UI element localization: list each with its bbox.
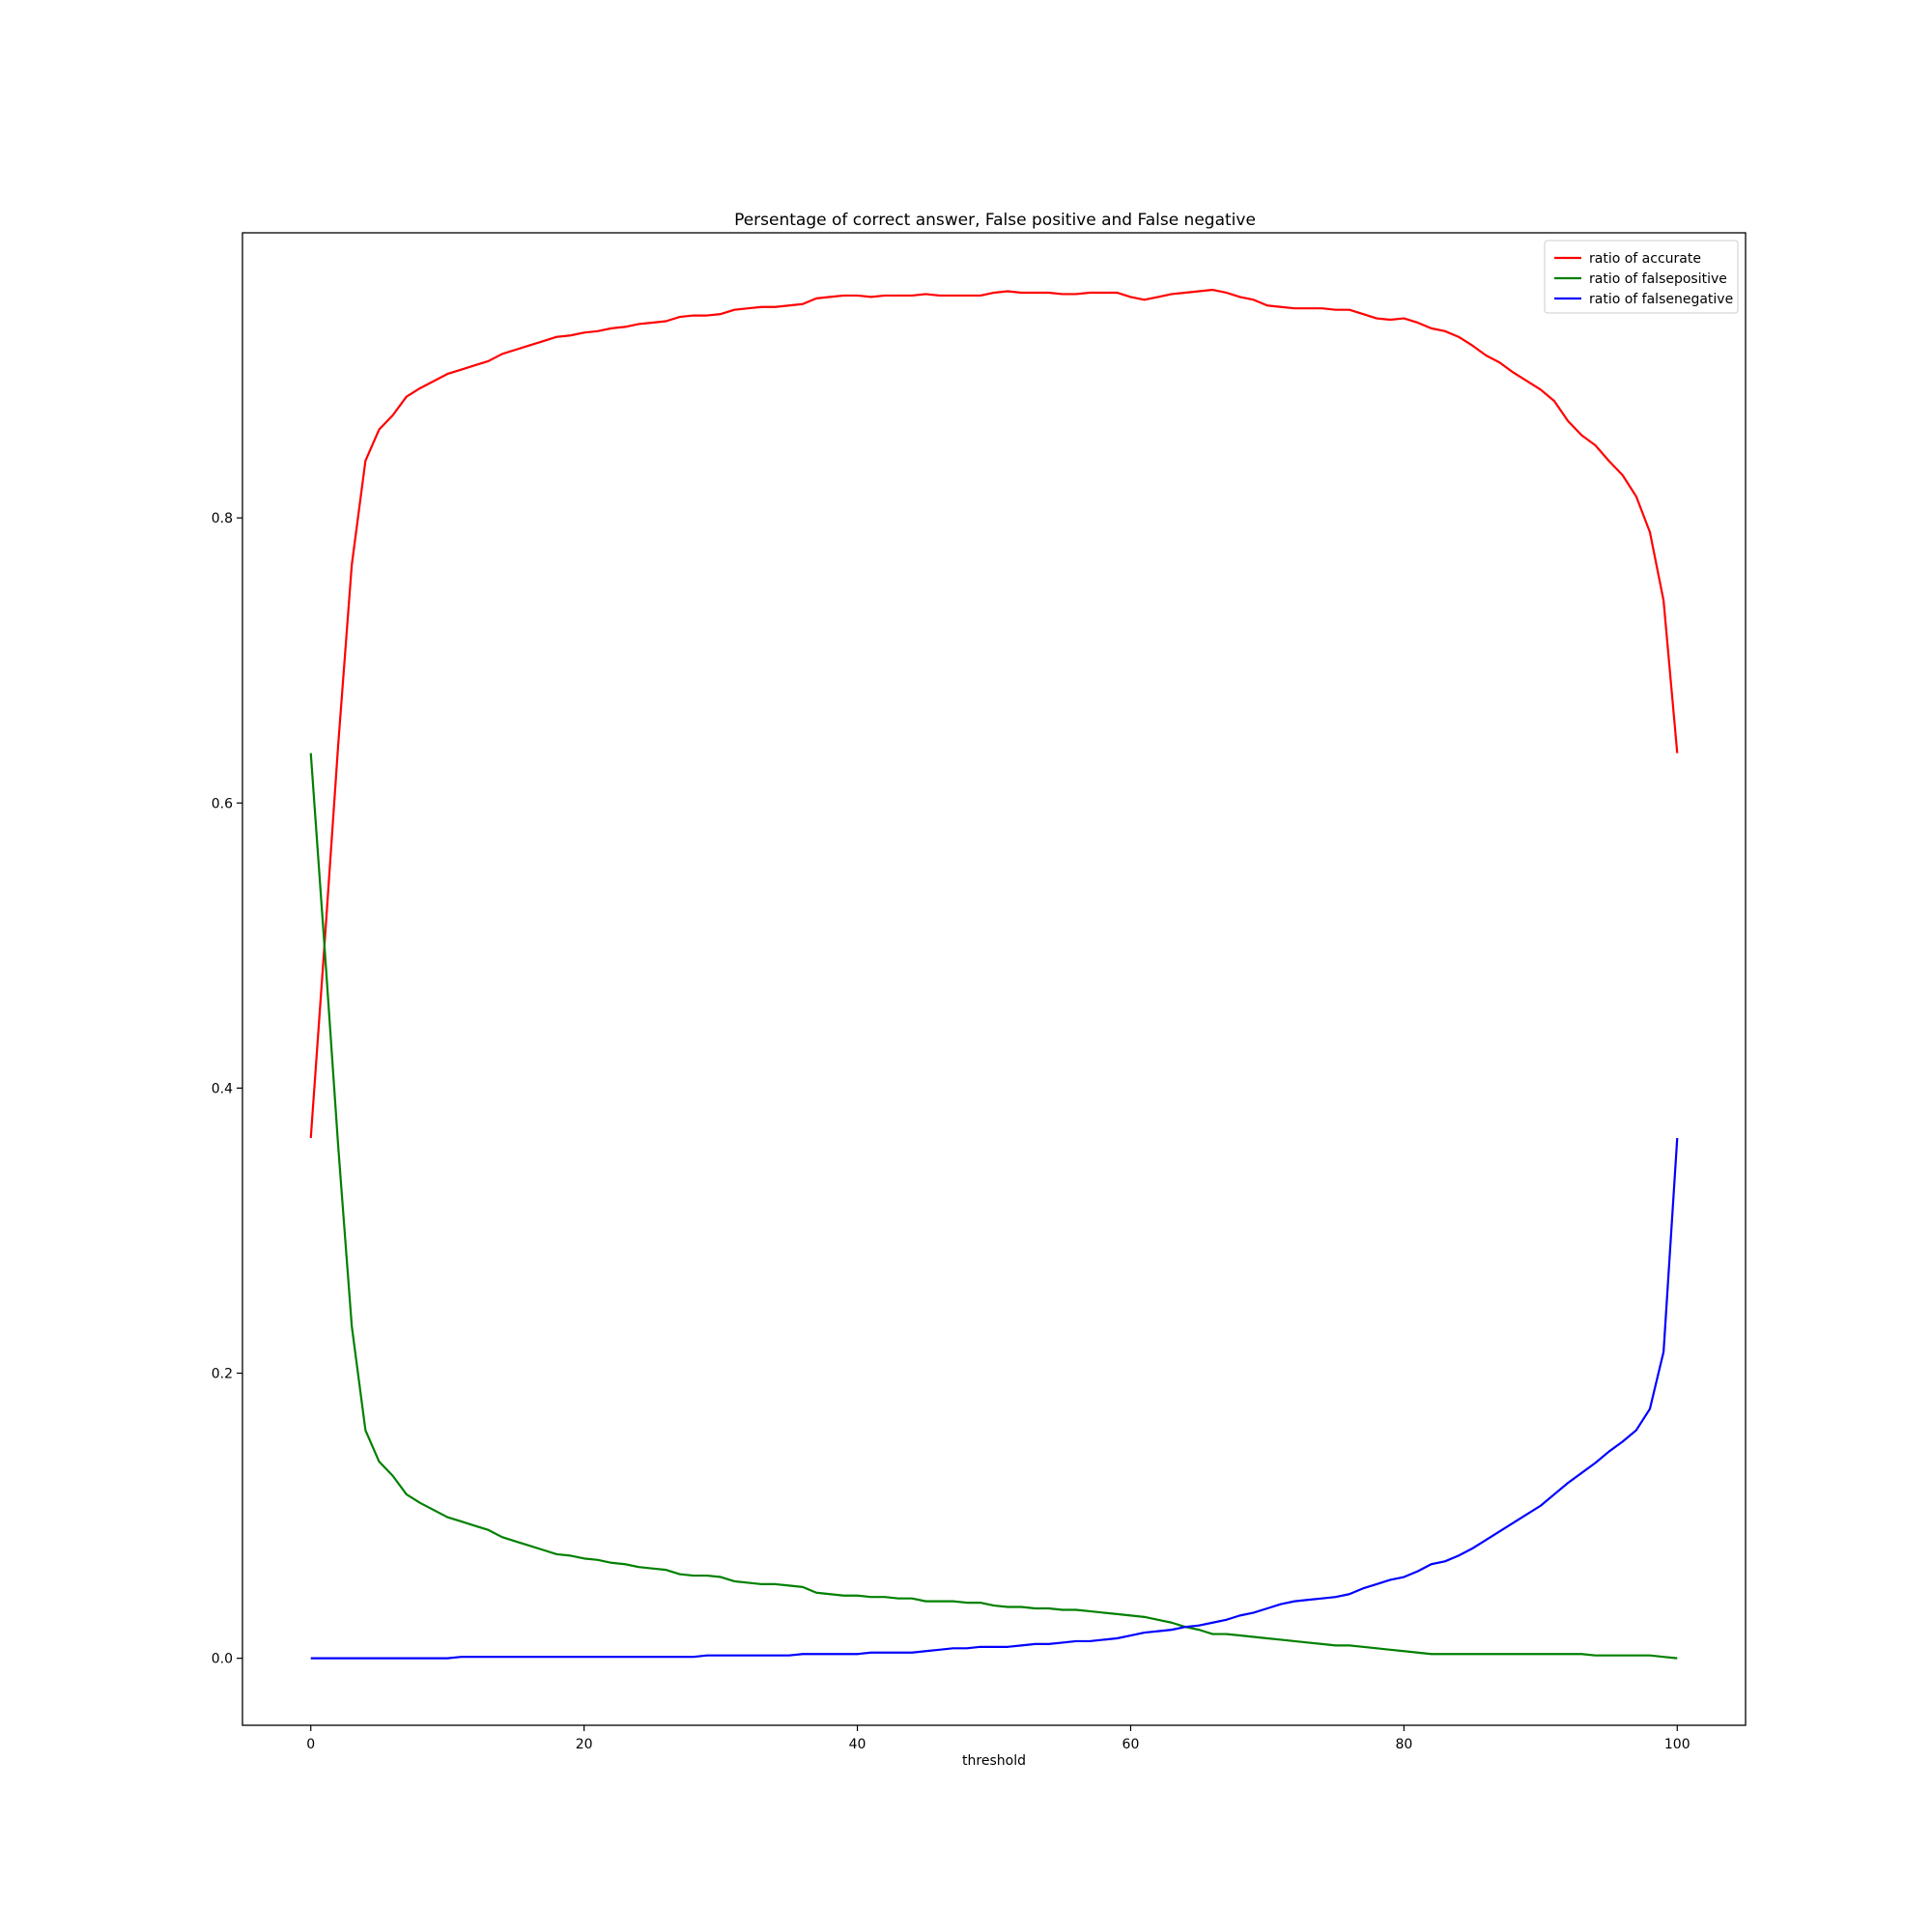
x-axis-label: threshold — [962, 1753, 1026, 1769]
plot-frame — [242, 232, 1747, 1726]
x-tick-label: 40 — [849, 1737, 867, 1752]
series-layer — [309, 288, 1679, 1660]
y-tick-label: 0.8 — [212, 511, 233, 526]
y-tick-label: 0.2 — [212, 1367, 233, 1382]
legend-entry: ratio of falsepositive — [1589, 271, 1727, 287]
legend-entry: ratio of falsenegative — [1589, 292, 1733, 307]
y-tick-label: 0.0 — [212, 1652, 233, 1667]
x-tick-label: 80 — [1395, 1737, 1412, 1752]
legend: ratio of accurate ratio of falsepositive r… — [1544, 240, 1739, 314]
x-tick-label: 20 — [576, 1737, 593, 1752]
series-line-2 — [309, 753, 1678, 1660]
y-tick-label: 0.4 — [212, 1081, 233, 1096]
y-tick-label: 0.6 — [212, 796, 233, 811]
x-tick-label: 0 — [306, 1737, 315, 1752]
series-line-3 — [310, 1137, 1679, 1660]
legend-box — [1544, 240, 1739, 314]
chart-title: Persentage of correct answer, False posi… — [734, 211, 1256, 230]
x-tick-label: 100 — [1664, 1737, 1690, 1752]
axes-layer: 0 20 40 60 80 100 0.0 0.2 0.4 0.6 0.8 — [212, 511, 1690, 1752]
legend-entry: ratio of accurate — [1589, 251, 1701, 267]
x-tick-label: 60 — [1122, 1737, 1140, 1752]
series-line-1 — [309, 288, 1679, 1139]
